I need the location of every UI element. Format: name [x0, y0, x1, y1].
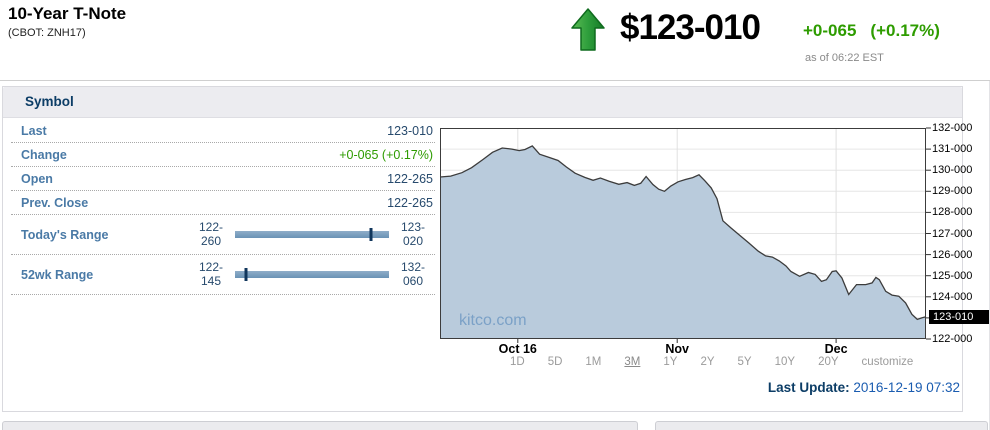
- range-high-value: 123- 020: [400, 219, 426, 248]
- range-button-20y[interactable]: 20Y: [818, 356, 839, 368]
- chart-area-series: [440, 145, 926, 339]
- row-label: Prev. Close: [21, 195, 89, 210]
- quote-table: Last 123-010 Change +0-065 (+0.17%) Open…: [11, 119, 435, 295]
- y-axis-label: 132-000: [932, 122, 973, 134]
- range-button-5y[interactable]: 5Y: [737, 356, 752, 368]
- range-marker: [244, 268, 248, 281]
- range-low-value: 122- 260: [198, 219, 224, 248]
- x-axis-label: Dec: [824, 342, 848, 356]
- table-row-change: Change +0-065 (+0.17%): [11, 143, 435, 167]
- y-axis-label: 122-000: [932, 333, 973, 345]
- page-title: 10-Year T-Note: [8, 4, 127, 23]
- range-bar: [235, 268, 389, 281]
- y-axis-label: 128-000: [932, 206, 973, 219]
- table-row-52wk-range: 52wk Range 122- 145 132- 060: [11, 255, 435, 295]
- range-button-1d[interactable]: 1D: [510, 356, 525, 368]
- next-section-bar: [2, 421, 638, 430]
- up-arrow-icon: [570, 7, 606, 53]
- row-value: 122-265: [387, 171, 433, 186]
- y-axis-label: 126-000: [932, 248, 973, 261]
- next-section-bar: [655, 421, 988, 430]
- last-update-label: Last Update:: [767, 380, 850, 395]
- last-update: Last Update: 2016-12-19 07:32: [768, 380, 960, 395]
- price-change-line: +0-065 (+0.17%): [803, 21, 940, 41]
- y-axis-label: 131-000: [932, 143, 973, 156]
- current-price-tag: 123-010: [929, 310, 990, 325]
- y-axis-label: 125-000: [932, 269, 973, 282]
- chart-range-buttons: 1D 5D 1M 3M 1Y 2Y 5Y 10Y 20Y customize: [510, 356, 913, 368]
- range-button-3m[interactable]: 3M: [624, 356, 641, 368]
- table-row-prev-close: Prev. Close 122-265: [11, 191, 435, 215]
- table-row-last: Last 123-010: [11, 119, 435, 143]
- kitco-watermark: kitco.com: [459, 312, 527, 329]
- row-label: Open: [21, 171, 53, 186]
- price-change-pct: (+0.17%): [870, 21, 940, 40]
- x-axis-label: Oct 16: [498, 342, 537, 356]
- row-value: 123-010: [387, 123, 433, 138]
- range-button-5d[interactable]: 5D: [547, 356, 563, 368]
- last-price: $123-010: [620, 8, 761, 47]
- y-axis-label: 130-000: [932, 164, 973, 177]
- chart-svg: [439, 127, 931, 343]
- y-axis-label: 129-000: [932, 185, 973, 198]
- y-axis-label: 127-000: [932, 227, 973, 240]
- range-button-10y[interactable]: 10Y: [774, 356, 796, 368]
- symbol-panel: Symbol Last 123-010 Change +0-065 (+0.17…: [2, 86, 990, 412]
- row-value: 122-265: [387, 195, 433, 210]
- range-low-value: 122- 145: [198, 259, 224, 288]
- row-label: Today's Range: [21, 227, 109, 242]
- range-bar: [235, 228, 389, 241]
- range-button-2y[interactable]: 2Y: [700, 356, 715, 368]
- range-button-1y[interactable]: 1Y: [663, 356, 678, 368]
- header-divider: [0, 80, 990, 81]
- range-marker: [369, 228, 373, 241]
- as-of-time: as of 06:22 EST: [805, 52, 884, 64]
- row-value: +0-065 (+0.17%): [339, 147, 433, 162]
- row-label: Change: [21, 147, 67, 162]
- row-label: Last: [21, 123, 47, 138]
- table-row-todays-range: Today's Range 122- 260 123- 020: [11, 215, 435, 255]
- range-button-customize[interactable]: customize: [861, 356, 914, 368]
- range-bar-track: [235, 271, 389, 278]
- last-update-value: 2016-12-19 07:32: [853, 380, 960, 395]
- table-row-open: Open 122-265: [11, 167, 435, 191]
- section-header-bar: Symbol: [3, 87, 962, 118]
- price-change: +0-065: [803, 21, 857, 40]
- chart-line-series: [439, 145, 927, 321]
- range-bar-track: [235, 231, 389, 238]
- y-axis-label: 124-000: [932, 290, 973, 303]
- price-chart: 132-000 131-000 130-000 129-000 128-000 127-0…: [439, 122, 990, 410]
- section-title: Symbol: [25, 94, 74, 109]
- range-button-1m[interactable]: 1M: [585, 356, 602, 368]
- x-axis-label: Nov: [665, 342, 689, 356]
- chart-plot-area: [439, 127, 931, 343]
- range-high-value: 132- 060: [400, 259, 426, 288]
- instrument-code: (CBOT: ZNH17): [8, 27, 86, 39]
- row-label: 52wk Range: [21, 267, 94, 282]
